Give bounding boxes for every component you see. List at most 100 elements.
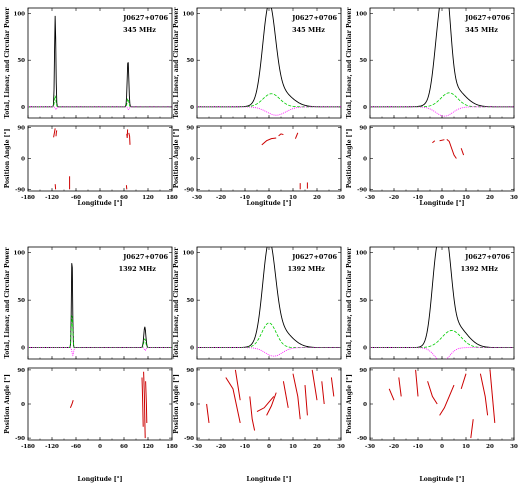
position-angle-segment [398, 377, 402, 397]
position-angle-segment [143, 371, 146, 439]
x-tick-label: 120 [142, 195, 154, 201]
x-tick-label: 180 [166, 195, 178, 201]
y-axis-label-pa: Position Angle [°] [173, 374, 180, 434]
y-tick-label: 0 [363, 346, 367, 352]
y-axis-label-pa: Position Angle [°] [4, 374, 11, 434]
position-angle-segment [266, 392, 277, 416]
position-angle-segment [145, 381, 148, 423]
y-tick-label: 0 [21, 346, 25, 352]
y-tick-label: 100 [183, 251, 195, 257]
position-angle-segment [141, 377, 144, 427]
x-tick-label: 0 [440, 195, 444, 201]
x-tick-label: 30 [337, 195, 345, 201]
linear-power-curve [197, 322, 341, 349]
position-angle-segment [479, 373, 489, 416]
chart-panel: -30 -20 -10 0 10 20 30 0 50 100 -90 0 90 Longitude [°… [346, 246, 518, 483]
observing-frequency: 1392 MHz [119, 265, 157, 273]
linear-power-curve [28, 95, 172, 108]
pa-plot-frame [27, 367, 173, 441]
x-tick-label: 0 [267, 195, 271, 201]
linear-power-curve [197, 93, 341, 108]
y-axis-label-pa: Position Angle [°] [346, 374, 353, 434]
linear-power-curve [370, 92, 514, 108]
x-tick-label: -20 [389, 195, 399, 201]
y-tick-label: 100 [356, 12, 368, 18]
position-angle-segment [126, 129, 129, 139]
position-angle-segment [388, 388, 395, 401]
y-tick-label: 0 [363, 105, 367, 111]
position-angle-segment [225, 377, 241, 424]
x-tick-label: 10 [289, 195, 297, 201]
x-tick-label: 0 [98, 195, 102, 201]
y-tick-label: -90 [184, 187, 194, 193]
x-tick-label: -60 [71, 444, 81, 450]
position-angle-segment [460, 373, 467, 389]
position-angle-segment [234, 369, 241, 401]
y-tick-label: 50 [186, 298, 194, 304]
position-angle-segment [311, 369, 318, 401]
circular-power-curve [28, 106, 172, 111]
chart-panel: -30 -20 -10 0 10 20 30 0 50 100 -90 0 90 Longitude [°… [173, 7, 345, 207]
y-tick-label: 90 [186, 126, 194, 132]
y-axis-label-power: Total, Linear, and Circular Power [4, 7, 11, 119]
position-angle-segment [292, 373, 301, 420]
x-tick-label: 30 [510, 195, 518, 201]
y-tick-label: 100 [356, 251, 368, 257]
y-tick-label: 90 [17, 368, 25, 374]
y-tick-label: -90 [357, 436, 367, 442]
y-tick-label: -90 [15, 436, 25, 442]
x-tick-label: 10 [289, 444, 297, 450]
y-axis-label-power: Total, Linear, and Circular Power [346, 7, 353, 119]
x-axis-label: Longitude [°] [247, 200, 292, 207]
circular-power-curve [28, 347, 172, 357]
y-axis-label-pa: Position Angle [°] [4, 129, 11, 189]
pa-plot-frame [27, 125, 173, 192]
circular-power-curve [197, 106, 341, 116]
linear-power-curve [28, 314, 172, 349]
y-tick-label: 0 [21, 157, 25, 163]
position-angle-segment [446, 138, 457, 159]
x-tick-label: -20 [216, 195, 226, 201]
x-tick-label: 0 [98, 444, 102, 450]
x-tick-label: 20 [486, 444, 494, 450]
y-tick-label: 0 [190, 402, 194, 408]
x-tick-label: 30 [510, 444, 518, 450]
source-name: J0627+0706 [122, 14, 168, 22]
position-angle-segment [432, 140, 436, 144]
observing-frequency: 345 MHz [292, 26, 325, 34]
x-tick-label: -180 [21, 444, 35, 450]
profile-plot-frame [196, 246, 342, 360]
y-tick-label: 90 [17, 126, 25, 132]
x-tick-label: -120 [45, 444, 59, 450]
position-angle-segment [53, 128, 56, 138]
y-tick-label: 0 [21, 105, 25, 111]
x-tick-label: -10 [413, 195, 423, 201]
x-tick-label: 20 [313, 195, 321, 201]
x-axis-label: Longitude [°] [420, 200, 465, 207]
position-angle-segment [69, 400, 74, 408]
position-angle-segment [321, 381, 325, 405]
chart-panel: -180 -120 -60 0 60 120 180 0 50 100 -90 0 90 Longitud… [4, 7, 178, 207]
x-axis-label: Longitude [°] [78, 200, 123, 207]
y-tick-label: 0 [190, 346, 194, 352]
position-angle-segment [304, 385, 308, 416]
pa-plot-frame [196, 125, 342, 192]
x-tick-label: -10 [240, 444, 250, 450]
position-angle-segment [261, 137, 277, 146]
profile-plot-frame [369, 246, 515, 360]
source-name: J0627+0706 [464, 253, 510, 261]
y-tick-label: 0 [21, 402, 25, 408]
y-tick-label: -90 [357, 187, 367, 193]
position-angle-segment [256, 396, 275, 413]
x-tick-label: 180 [166, 444, 178, 450]
y-tick-label: 0 [363, 157, 367, 163]
x-axis-label: Longitude [°] [247, 476, 292, 483]
y-axis-label-power: Total, Linear, and Circular Power [173, 7, 180, 119]
y-axis-label-power: Total, Linear, and Circular Power [4, 247, 11, 359]
observing-frequency: 345 MHz [465, 26, 498, 34]
circular-power-curve [370, 347, 514, 359]
position-angle-segment [282, 381, 289, 408]
position-angle-segment [249, 396, 256, 431]
x-tick-label: 60 [120, 444, 128, 450]
observing-frequency: 1392 MHz [461, 265, 499, 273]
